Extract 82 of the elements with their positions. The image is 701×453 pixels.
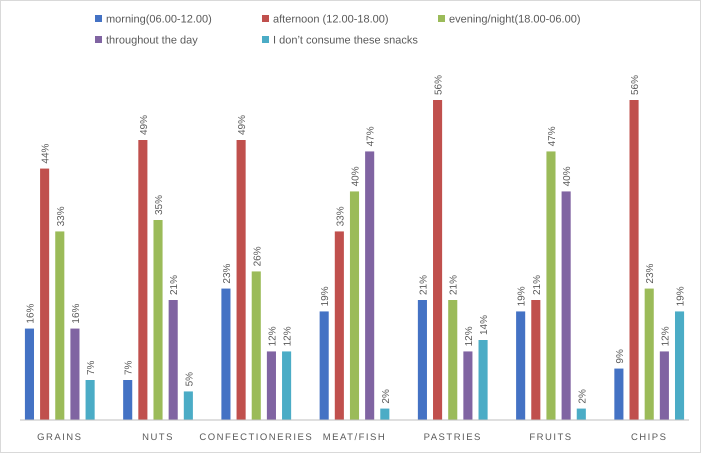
bar <box>320 311 329 420</box>
data-label: 21% <box>532 274 543 295</box>
data-label: 2% <box>380 389 392 404</box>
data-label: 47% <box>546 126 558 146</box>
data-label: 47% <box>366 126 377 146</box>
bar <box>478 340 488 420</box>
data-label: 35% <box>154 194 166 215</box>
bar <box>365 151 374 420</box>
bar <box>614 368 624 420</box>
data-label: 16% <box>25 303 36 324</box>
bar <box>334 231 344 420</box>
data-label: 40% <box>350 166 362 186</box>
bar <box>516 311 526 420</box>
bar <box>123 380 132 420</box>
data-label: 44% <box>40 143 52 164</box>
data-label: 12% <box>282 326 294 346</box>
legend-label: evening/night(18.00-06.00) <box>449 14 580 26</box>
data-label: 33% <box>56 206 67 226</box>
data-label: 14% <box>479 314 490 335</box>
data-label: 7% <box>124 360 135 375</box>
bar <box>350 191 360 420</box>
bar <box>448 300 458 420</box>
bar <box>576 408 586 420</box>
data-label: 12% <box>267 326 278 346</box>
data-label: 19% <box>516 286 528 306</box>
legend-label: throughout the day <box>106 34 198 46</box>
bar <box>138 140 148 420</box>
data-label: 33% <box>335 206 346 226</box>
bar <box>184 391 193 420</box>
bar <box>463 351 472 420</box>
bar <box>70 328 80 420</box>
data-label: 12% <box>660 326 672 346</box>
bar <box>546 151 556 420</box>
data-label: 40% <box>562 166 574 186</box>
bar <box>630 100 639 420</box>
bar <box>221 288 230 420</box>
bar <box>674 311 684 420</box>
data-label: 49% <box>138 114 150 135</box>
data-label: 23% <box>222 263 233 284</box>
x-tick-label: MEAT/FISH <box>322 432 386 443</box>
bar <box>55 231 64 420</box>
bar <box>660 351 669 420</box>
bar <box>282 351 292 420</box>
x-tick-label: NUTS <box>142 432 174 443</box>
bar <box>40 168 50 420</box>
data-label: 26% <box>252 246 264 266</box>
bar <box>236 140 246 420</box>
x-tick-label: CHIPS <box>630 432 668 443</box>
bar <box>153 220 163 420</box>
bar <box>86 380 95 420</box>
x-tick-label: CONFECTIONERIES <box>199 432 314 443</box>
data-label: 5% <box>184 372 196 386</box>
bar <box>266 351 276 420</box>
data-label: 9% <box>614 349 626 364</box>
data-label: 21% <box>418 274 430 295</box>
data-label: 2% <box>577 389 588 404</box>
x-tick-label: PASTRIES <box>424 432 482 443</box>
data-label: 7% <box>86 360 98 375</box>
data-label: 19% <box>676 286 687 306</box>
bar <box>433 100 442 420</box>
x-tick-label: GRAINS <box>37 432 83 443</box>
bar <box>168 300 178 420</box>
bar <box>562 191 571 420</box>
bar <box>418 300 427 420</box>
data-label: 49% <box>237 114 248 135</box>
data-label: 19% <box>320 286 332 306</box>
bar <box>380 408 390 420</box>
data-label: 12% <box>464 326 475 346</box>
legend-label: morning(06.00-12.00) <box>106 14 212 26</box>
data-label: 21% <box>448 274 460 295</box>
data-label: 21% <box>169 274 180 295</box>
data-label: 56% <box>630 74 642 95</box>
x-tick-label: FRUITS <box>529 432 573 443</box>
bar <box>252 271 261 420</box>
data-label: 23% <box>645 263 656 284</box>
bar <box>531 300 540 420</box>
bar <box>24 328 34 420</box>
legend-label: afternoon (12.00-18.00) <box>273 14 389 26</box>
legend-label: I don’t consume these snacks <box>273 34 418 46</box>
bar <box>644 288 654 420</box>
data-label: 56% <box>434 74 445 95</box>
data-label: 16% <box>70 303 82 324</box>
